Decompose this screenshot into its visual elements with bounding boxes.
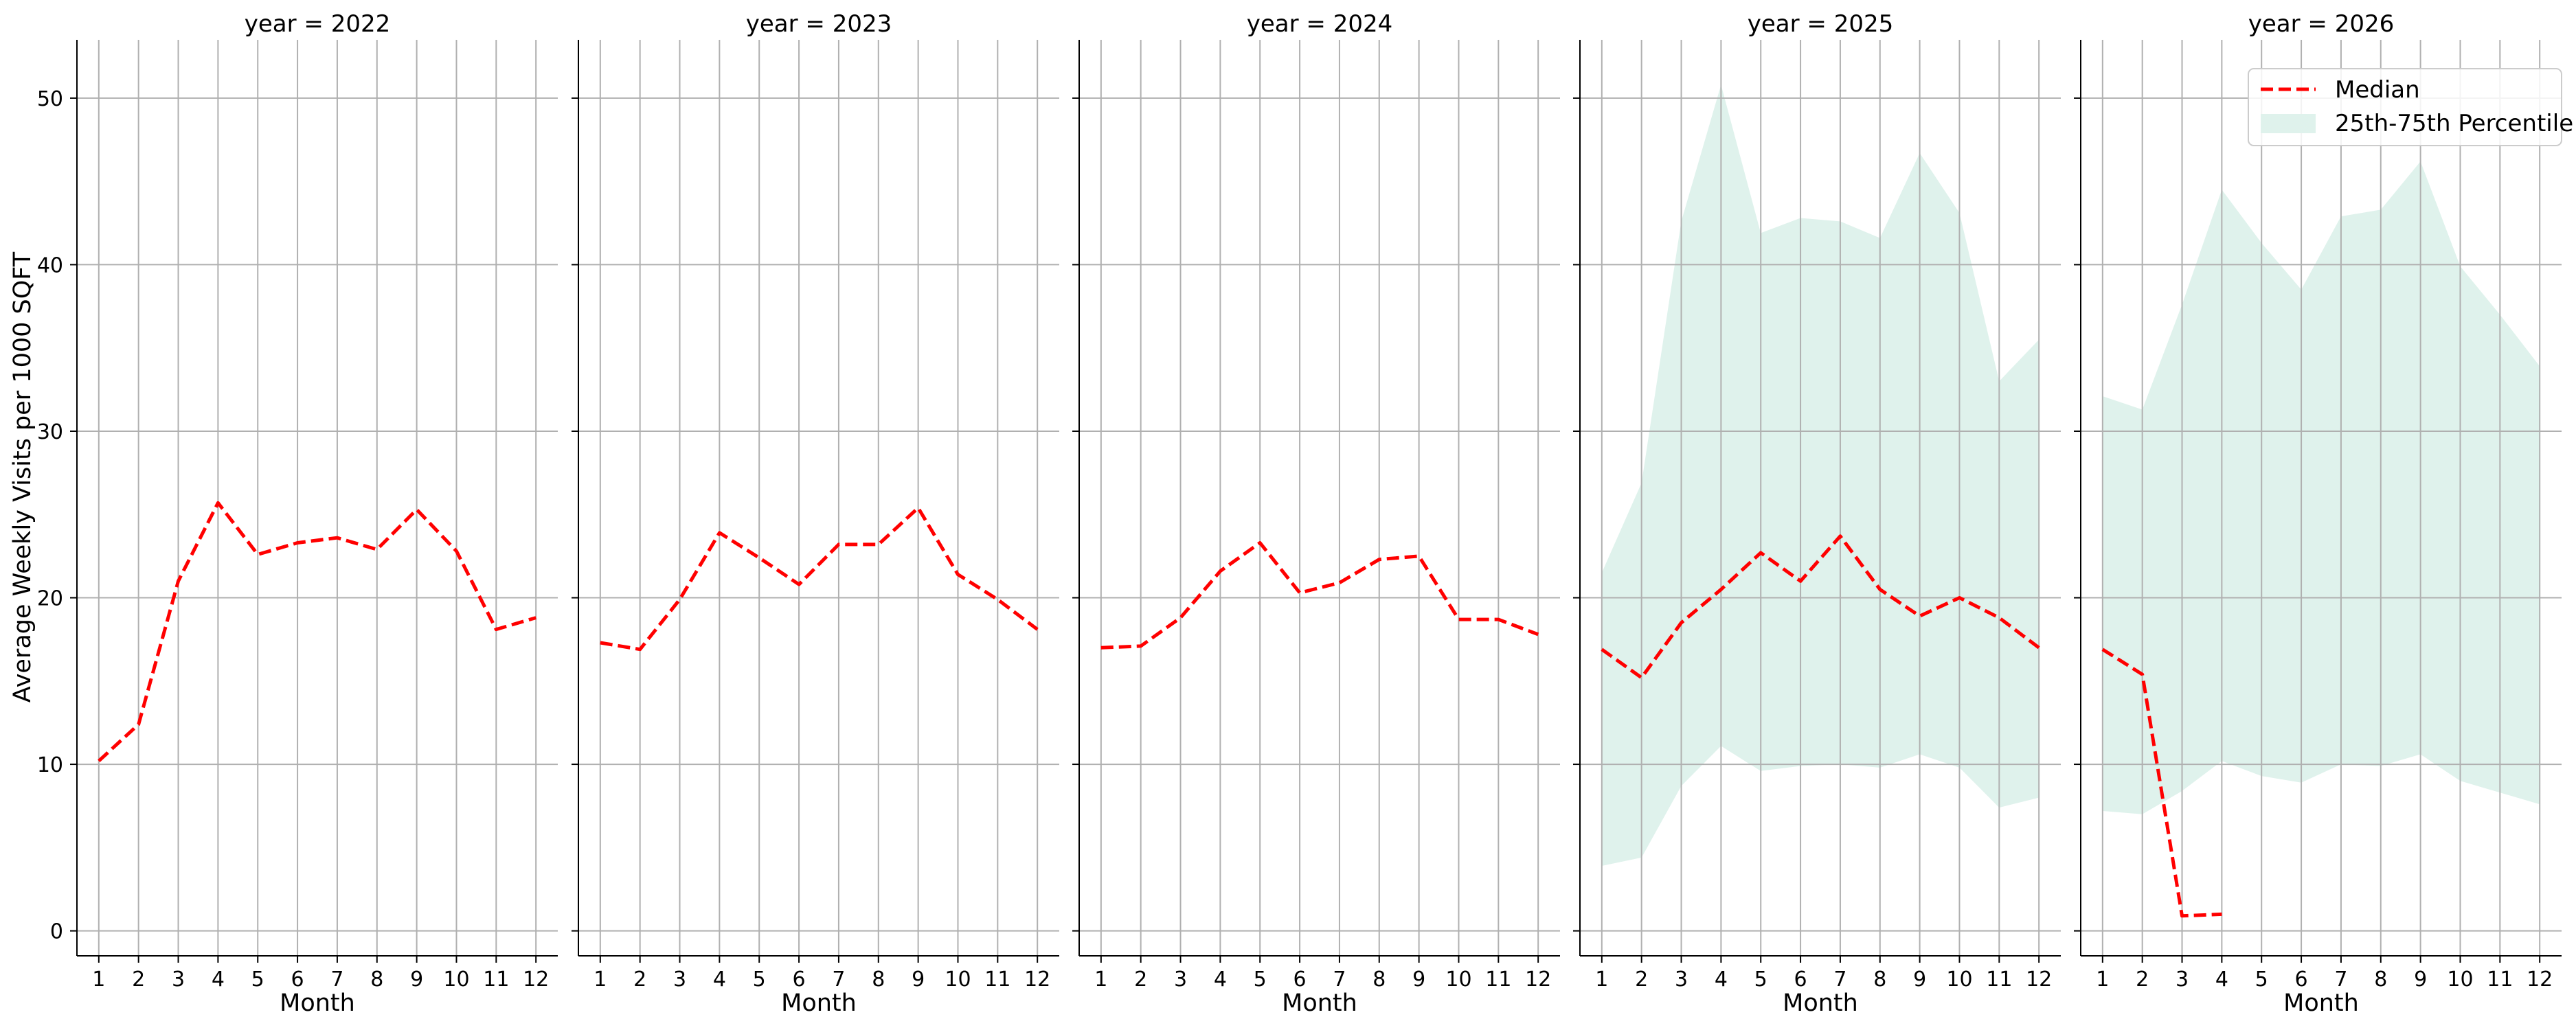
- x-tick-label: 12: [1525, 968, 1551, 992]
- panel-title: year = 2023: [746, 10, 892, 38]
- x-tick-label: 5: [251, 968, 264, 992]
- x-tick-label: 2: [2136, 968, 2149, 992]
- y-tick-label: 10: [37, 753, 63, 777]
- x-tick-label: 12: [523, 968, 549, 992]
- axes: [70, 40, 2562, 963]
- x-tick-label: 8: [2374, 968, 2387, 992]
- x-tick-label: 10: [1946, 968, 1972, 992]
- x-tick-label: 11: [2487, 968, 2513, 992]
- x-tick-label: 1: [594, 968, 607, 992]
- x-tick-label: 3: [673, 968, 686, 992]
- y-axis-label: Average Weekly Visits per 1000 SQFT: [9, 251, 36, 702]
- x-tick-label: 2: [132, 968, 145, 992]
- x-tick-label: 10: [1445, 968, 1471, 992]
- panel-title: year = 2022: [245, 10, 390, 38]
- x-tick-label: 7: [1833, 968, 1846, 992]
- x-tick-label: 8: [1372, 968, 1386, 992]
- x-tick-label: 3: [172, 968, 185, 992]
- y-tick-label: 20: [37, 587, 63, 611]
- x-tick-label: 4: [713, 968, 726, 992]
- x-tick-label: 12: [1024, 968, 1050, 992]
- percentile-band-4: [1601, 84, 2040, 866]
- x-tick-label: 6: [1794, 968, 1807, 992]
- x-tick-label: 3: [1174, 968, 1187, 992]
- x-tick-label: 10: [945, 968, 971, 992]
- x-tick-label: 2: [1635, 968, 1648, 992]
- median-line-2: [600, 506, 1039, 652]
- x-tick-label: 11: [483, 968, 509, 992]
- x-tick-label: 2: [1134, 968, 1147, 992]
- legend-box: [2248, 68, 2562, 146]
- x-tick-label: 3: [1675, 968, 1688, 992]
- panel-title: year = 2024: [1247, 10, 1392, 38]
- median-line-1: [98, 501, 536, 763]
- y-tick-label: 50: [37, 87, 63, 111]
- x-tick-label: 11: [1485, 968, 1511, 992]
- x-tick-label: 3: [2176, 968, 2189, 992]
- x-tick-label: 8: [370, 968, 383, 992]
- percentile-band-5: [2102, 161, 2540, 814]
- y-tick-label: 30: [37, 420, 63, 444]
- panel-title: year = 2025: [1748, 10, 1893, 38]
- y-tick-label: 0: [50, 920, 63, 944]
- x-tick-label: 9: [1913, 968, 1926, 992]
- x-tick-label: 7: [832, 968, 845, 992]
- median-line-5: [2101, 648, 2222, 918]
- legend-band-label: 25th-75th Percentile: [2335, 110, 2573, 137]
- x-tick-label: 8: [872, 968, 885, 992]
- x-tick-label: 12: [2026, 968, 2052, 992]
- legend: Median 25th-75th Percentile: [2248, 68, 2573, 146]
- x-tick-label: 1: [2096, 968, 2109, 992]
- x-axis-label: Month: [2283, 989, 2359, 1017]
- percentile-bands: [1601, 84, 2540, 866]
- x-tick-label: 4: [1715, 968, 1728, 992]
- x-tick-label: 7: [1333, 968, 1346, 992]
- x-tick-label: 4: [2215, 968, 2228, 992]
- x-axis-label: Month: [781, 989, 857, 1017]
- x-tick-label: 1: [92, 968, 105, 992]
- x-tick-label: 6: [2295, 968, 2308, 992]
- x-tick-label: 10: [2447, 968, 2473, 992]
- x-tick-label: 2: [633, 968, 646, 992]
- legend-band-swatch: [2261, 114, 2316, 133]
- x-tick-label: 5: [2255, 968, 2268, 992]
- x-tick-label: 6: [1293, 968, 1307, 992]
- x-tick-label: 4: [1214, 968, 1227, 992]
- x-tick-label: 11: [984, 968, 1010, 992]
- panel-titles: year = 2022 year = 2023 year = 2024 year = …: [245, 10, 2394, 38]
- x-tick-label: 4: [212, 968, 225, 992]
- x-tick-label: 6: [793, 968, 806, 992]
- gridlines: [77, 40, 2562, 956]
- x-tick-label: 10: [443, 968, 469, 992]
- x-tick-label: 5: [1754, 968, 1767, 992]
- x-tick-label: 9: [912, 968, 925, 992]
- median-lines: [98, 501, 2222, 918]
- x-tick-label: 9: [1412, 968, 1425, 992]
- x-tick-label: 6: [291, 968, 304, 992]
- x-tick-label: 1: [1595, 968, 1608, 992]
- x-tick-label: 11: [1986, 968, 2012, 992]
- x-axis-label: Month: [1282, 989, 1357, 1017]
- x-tick-label: 7: [330, 968, 343, 992]
- x-tick-label: 9: [410, 968, 423, 992]
- y-tick-label: 40: [37, 253, 63, 277]
- x-tick-label: 5: [753, 968, 766, 992]
- x-tick-label: 7: [2334, 968, 2347, 992]
- x-tick-label: 5: [1254, 968, 1267, 992]
- panel-title: year = 2026: [2248, 10, 2394, 38]
- x-tick-label: 12: [2527, 968, 2553, 992]
- x-tick-label: 9: [2414, 968, 2427, 992]
- x-axis-label: Month: [280, 989, 355, 1017]
- x-axis-label: Month: [1783, 989, 1858, 1017]
- median-line-3: [1100, 541, 1539, 650]
- x-tick-label: 8: [1873, 968, 1886, 992]
- legend-median-label: Median: [2335, 76, 2420, 104]
- x-tick-label: 1: [1094, 968, 1107, 992]
